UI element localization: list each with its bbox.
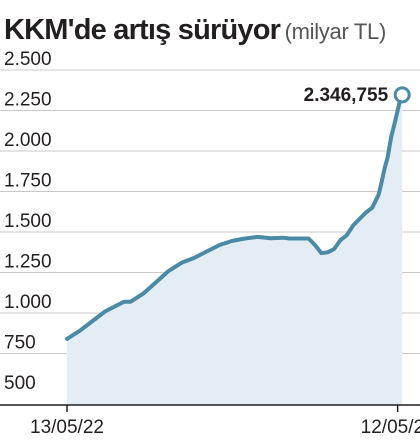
series-line [65, 92, 405, 341]
y-tick-label: 2.000 [4, 130, 52, 151]
y-tick-label: 2.250 [4, 90, 52, 111]
end-point-marker [393, 86, 411, 104]
series-line-group [65, 92, 405, 341]
annotation-group: 2.346,755 [304, 85, 411, 106]
y-tick-label: 1.500 [4, 211, 52, 232]
x-axis [0, 404, 420, 412]
y-tick-label: 1.000 [4, 292, 52, 313]
y-tick-label: 2.500 [4, 49, 52, 70]
y-tick-labels: 500 750 1.000 1.250 1.500 1.750 2.000 2.250 2.50… [4, 49, 52, 394]
chart-title-block: KKM'de artış sürüyor (milyar TL) [4, 14, 386, 47]
chart-unit: (milyar TL) [284, 19, 387, 44]
end-value-label: 2.346,755 [304, 85, 389, 106]
y-tick-label: 750 [4, 333, 36, 354]
x-tick-label: 12/05/23 [361, 417, 420, 438]
y-tick-label: 1.750 [4, 171, 52, 192]
area-fill-group [67, 94, 403, 406]
y-tick-label: 1.250 [4, 252, 52, 273]
chart-title: KKM'de artış sürüyor [4, 14, 281, 46]
y-tick-label: 500 [4, 373, 36, 394]
area-fill [67, 94, 403, 406]
x-tick-label: 13/05/22 [30, 417, 104, 438]
x-tick-labels: 13/05/22 12/05/23 [30, 417, 420, 438]
